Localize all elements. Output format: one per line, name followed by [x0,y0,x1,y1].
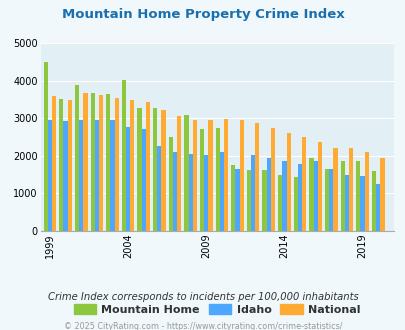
Bar [293,177,297,231]
Text: Crime Index corresponds to incidents per 100,000 inhabitants: Crime Index corresponds to incidents per… [47,292,358,302]
Bar [355,161,360,231]
Bar [309,158,313,231]
Text: © 2025 CityRating.com - https://www.cityrating.com/crime-statistics/: © 2025 CityRating.com - https://www.city… [64,322,341,330]
Bar [168,137,173,231]
Bar [379,158,384,231]
Bar [239,120,243,231]
Bar [153,108,157,231]
Bar [145,102,150,231]
Bar [106,94,110,231]
Bar [110,120,114,231]
Bar [286,133,290,231]
Bar [313,161,317,231]
Bar [48,120,52,231]
Bar [75,85,79,231]
Bar [114,98,119,231]
Bar [79,120,83,231]
Bar [188,153,192,231]
Bar [192,120,196,231]
Bar [360,176,364,231]
Bar [157,146,161,231]
Bar [161,110,165,231]
Bar [348,148,352,231]
Legend: Mountain Home, Idaho, National: Mountain Home, Idaho, National [69,300,364,319]
Bar [219,152,224,231]
Bar [340,161,344,231]
Bar [224,119,228,231]
Bar [375,184,379,231]
Bar [204,155,208,231]
Bar [130,100,134,231]
Bar [208,120,212,231]
Bar [177,116,181,231]
Bar [215,128,219,231]
Bar [266,158,270,231]
Bar [44,62,48,231]
Bar [364,152,368,231]
Bar [297,164,301,231]
Bar [184,115,188,231]
Bar [371,171,375,231]
Bar [344,175,348,231]
Bar [328,169,333,231]
Bar [235,169,239,231]
Bar [324,169,328,231]
Bar [317,142,321,231]
Bar [90,93,94,231]
Bar [333,148,337,231]
Bar [246,170,250,231]
Bar [199,129,204,231]
Bar [173,152,177,231]
Bar [126,127,130,231]
Bar [277,175,281,231]
Bar [301,137,306,231]
Bar [250,155,255,231]
Bar [122,80,126,231]
Bar [230,165,235,231]
Bar [255,123,259,231]
Bar [270,128,275,231]
Bar [83,92,87,231]
Bar [281,161,286,231]
Text: Mountain Home Property Crime Index: Mountain Home Property Crime Index [62,8,343,21]
Bar [59,99,63,231]
Bar [137,108,141,231]
Bar [94,120,99,231]
Bar [262,170,266,231]
Bar [68,100,72,231]
Bar [63,121,68,231]
Bar [99,95,103,231]
Bar [52,96,56,231]
Bar [141,129,145,231]
